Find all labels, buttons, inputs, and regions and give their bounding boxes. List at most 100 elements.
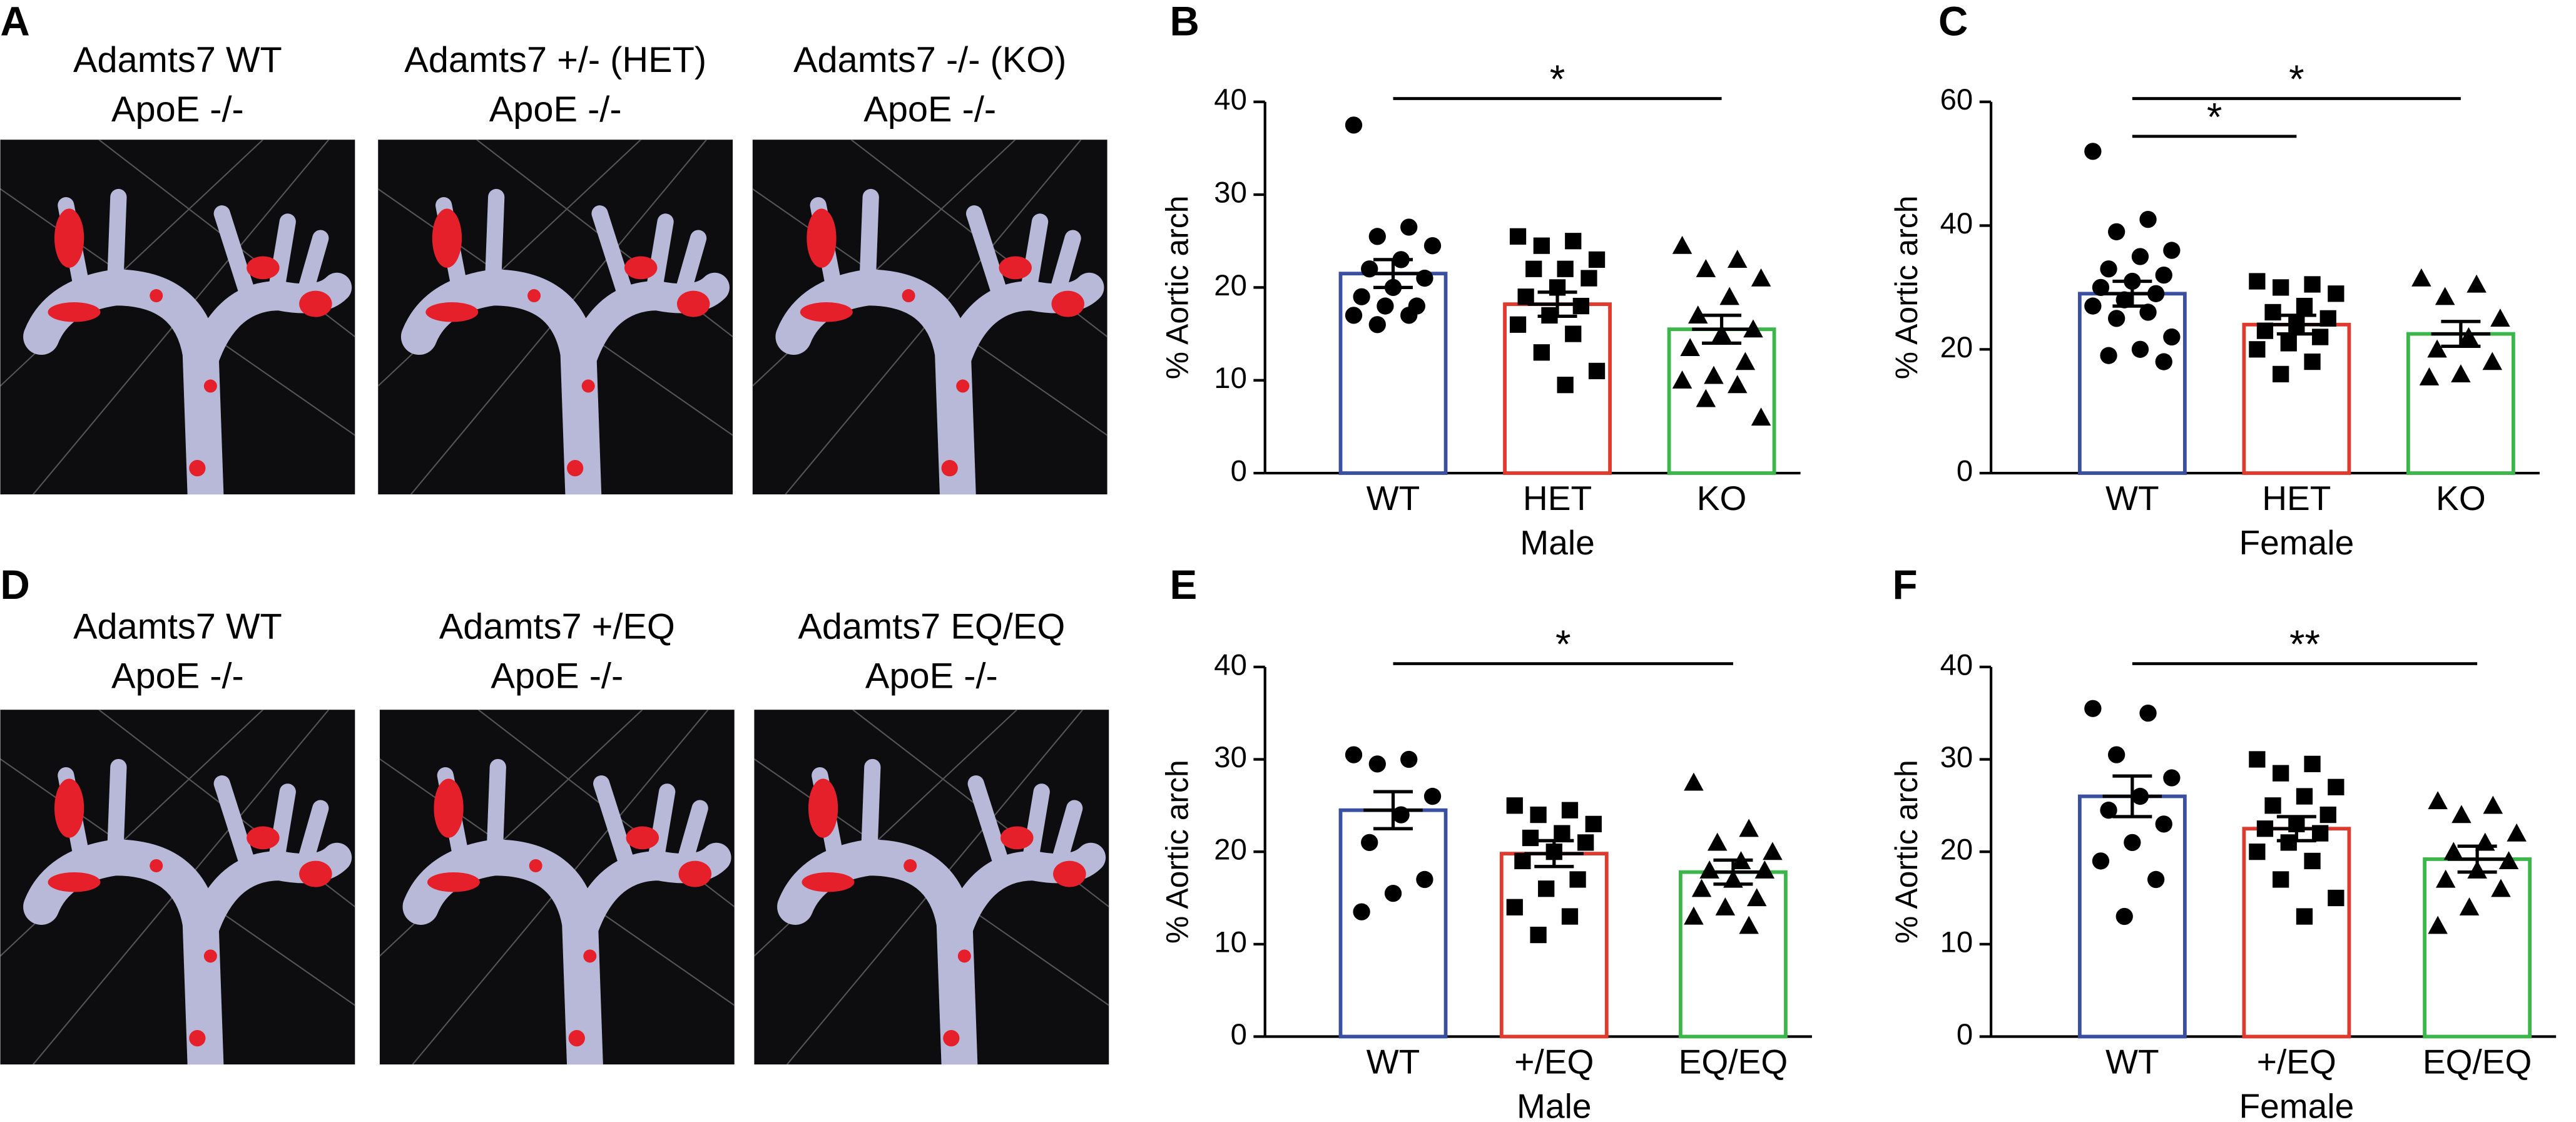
data-point [1727,250,1748,268]
panel-label: F [1893,562,1918,608]
y-axis-label: % Aortic arch [1159,760,1194,944]
x-tick-label: KO [2436,479,2486,518]
data-point [1423,787,1442,805]
data-point [2249,844,2266,860]
data-point [1533,237,1550,254]
y-tick-label: 30 [1940,741,1973,774]
data-point [1684,772,1704,791]
data-point [1353,903,1370,921]
bar [1338,808,1448,1039]
data-point [2451,805,2472,824]
x-tick-label: WT [2105,1043,2159,1081]
error-bar [1527,290,1587,319]
data-point [1581,270,1597,287]
y-tick-label: 20 [1214,834,1247,867]
data-point [1533,344,1550,361]
error-bar [2267,314,2326,336]
data-point [2328,778,2344,795]
data-point [1538,880,1555,897]
data-point [1751,268,1771,287]
y-tick-label: 40 [1214,648,1247,681]
y-tick-label: 0 [1231,1018,1247,1051]
significance-label: * [2207,95,2222,139]
data-point [1585,815,1602,832]
y-tick-label: 20 [1214,269,1247,302]
significance-label: * [1550,58,1565,101]
data-point [1368,755,1386,773]
panel-label: D [0,562,29,608]
x-tick-label: WT [2105,479,2159,518]
data-point [1565,233,1582,250]
data-point [2319,806,2336,824]
data-point [1400,307,1418,324]
data-point [2435,869,2456,888]
data-point [1719,287,1739,305]
y-tick-label: 20 [1940,834,1973,867]
significance-label: * [2289,58,2304,101]
y-tick-label: 10 [1940,926,1973,959]
y-tick-label: 0 [1957,1018,1973,1051]
data-point [2296,788,2313,805]
data-point [1423,237,1442,255]
error-bar [2102,279,2162,308]
error-bar [1363,790,1423,830]
data-point [2428,791,2448,810]
data-point [2107,223,2125,241]
error-bar [2447,844,2507,874]
data-point [1557,260,1574,277]
data-point [2139,210,2157,228]
data-point [1377,297,1394,315]
photo-caption: Adamts7 +/EQ [439,607,675,647]
photo-panels: A Adamts7 WT ApoE -/- Adamts7 +/- (HET) ApoE… [0,0,1109,1064]
error-bar [2431,320,2491,348]
data-point [1400,750,1418,768]
data-point [1368,316,1386,334]
significance-label: * [1555,623,1571,666]
data-point [2249,273,2266,290]
group-label: Female [2239,1087,2354,1122]
data-point [2131,248,2149,265]
data-point [1522,829,1539,847]
data-point [1557,377,1574,394]
data-point [2264,797,2281,814]
panel-label: E [1169,562,1197,608]
data-point [2435,287,2455,305]
photo-caption: Adamts7 EQ/EQ [798,607,1065,647]
data-point [1530,926,1547,944]
data-point [2084,700,2102,717]
photo-caption: ApoE -/- [491,656,623,696]
data-point [2124,834,2141,852]
data-point [1572,297,1589,315]
data-point [2084,143,2102,160]
x-tick-label: KO [1697,479,1747,518]
data-point [1525,260,1542,277]
data-point [2147,870,2165,889]
data-point [1400,218,1418,236]
x-tick-label: +/EQ [2257,1043,2336,1081]
data-point [1739,819,1759,837]
photo-caption: Adamts7 +/- (HET) [404,40,706,80]
data-point [2115,907,2133,926]
charts: B % Aortic arch 0 10 20 30 40 WT HET KO Male * C % Ao… [1159,0,2557,1122]
data-point [1672,235,1693,254]
aorta-photo [754,710,1109,1064]
data-point [1699,860,1719,879]
photo-caption: ApoE -/- [863,89,996,130]
data-point [2467,274,2487,293]
data-point [2139,705,2157,722]
data-point [2107,310,2125,327]
y-tick-label: 40 [1940,207,1973,240]
x-tick-label: EQ/EQ [1679,1043,1788,1081]
data-point [2304,353,2321,370]
y-tick-label: 60 [1940,83,1973,116]
data-point [1696,258,1716,277]
data-point [1565,325,1582,342]
x-tick-label: HET [1523,479,1592,518]
y-tick-label: 10 [1214,362,1247,395]
aorta-photo [0,140,355,494]
data-point [2428,915,2448,934]
data-point [2280,834,2297,851]
data-point [1517,288,1534,305]
aorta-photo [378,140,733,494]
